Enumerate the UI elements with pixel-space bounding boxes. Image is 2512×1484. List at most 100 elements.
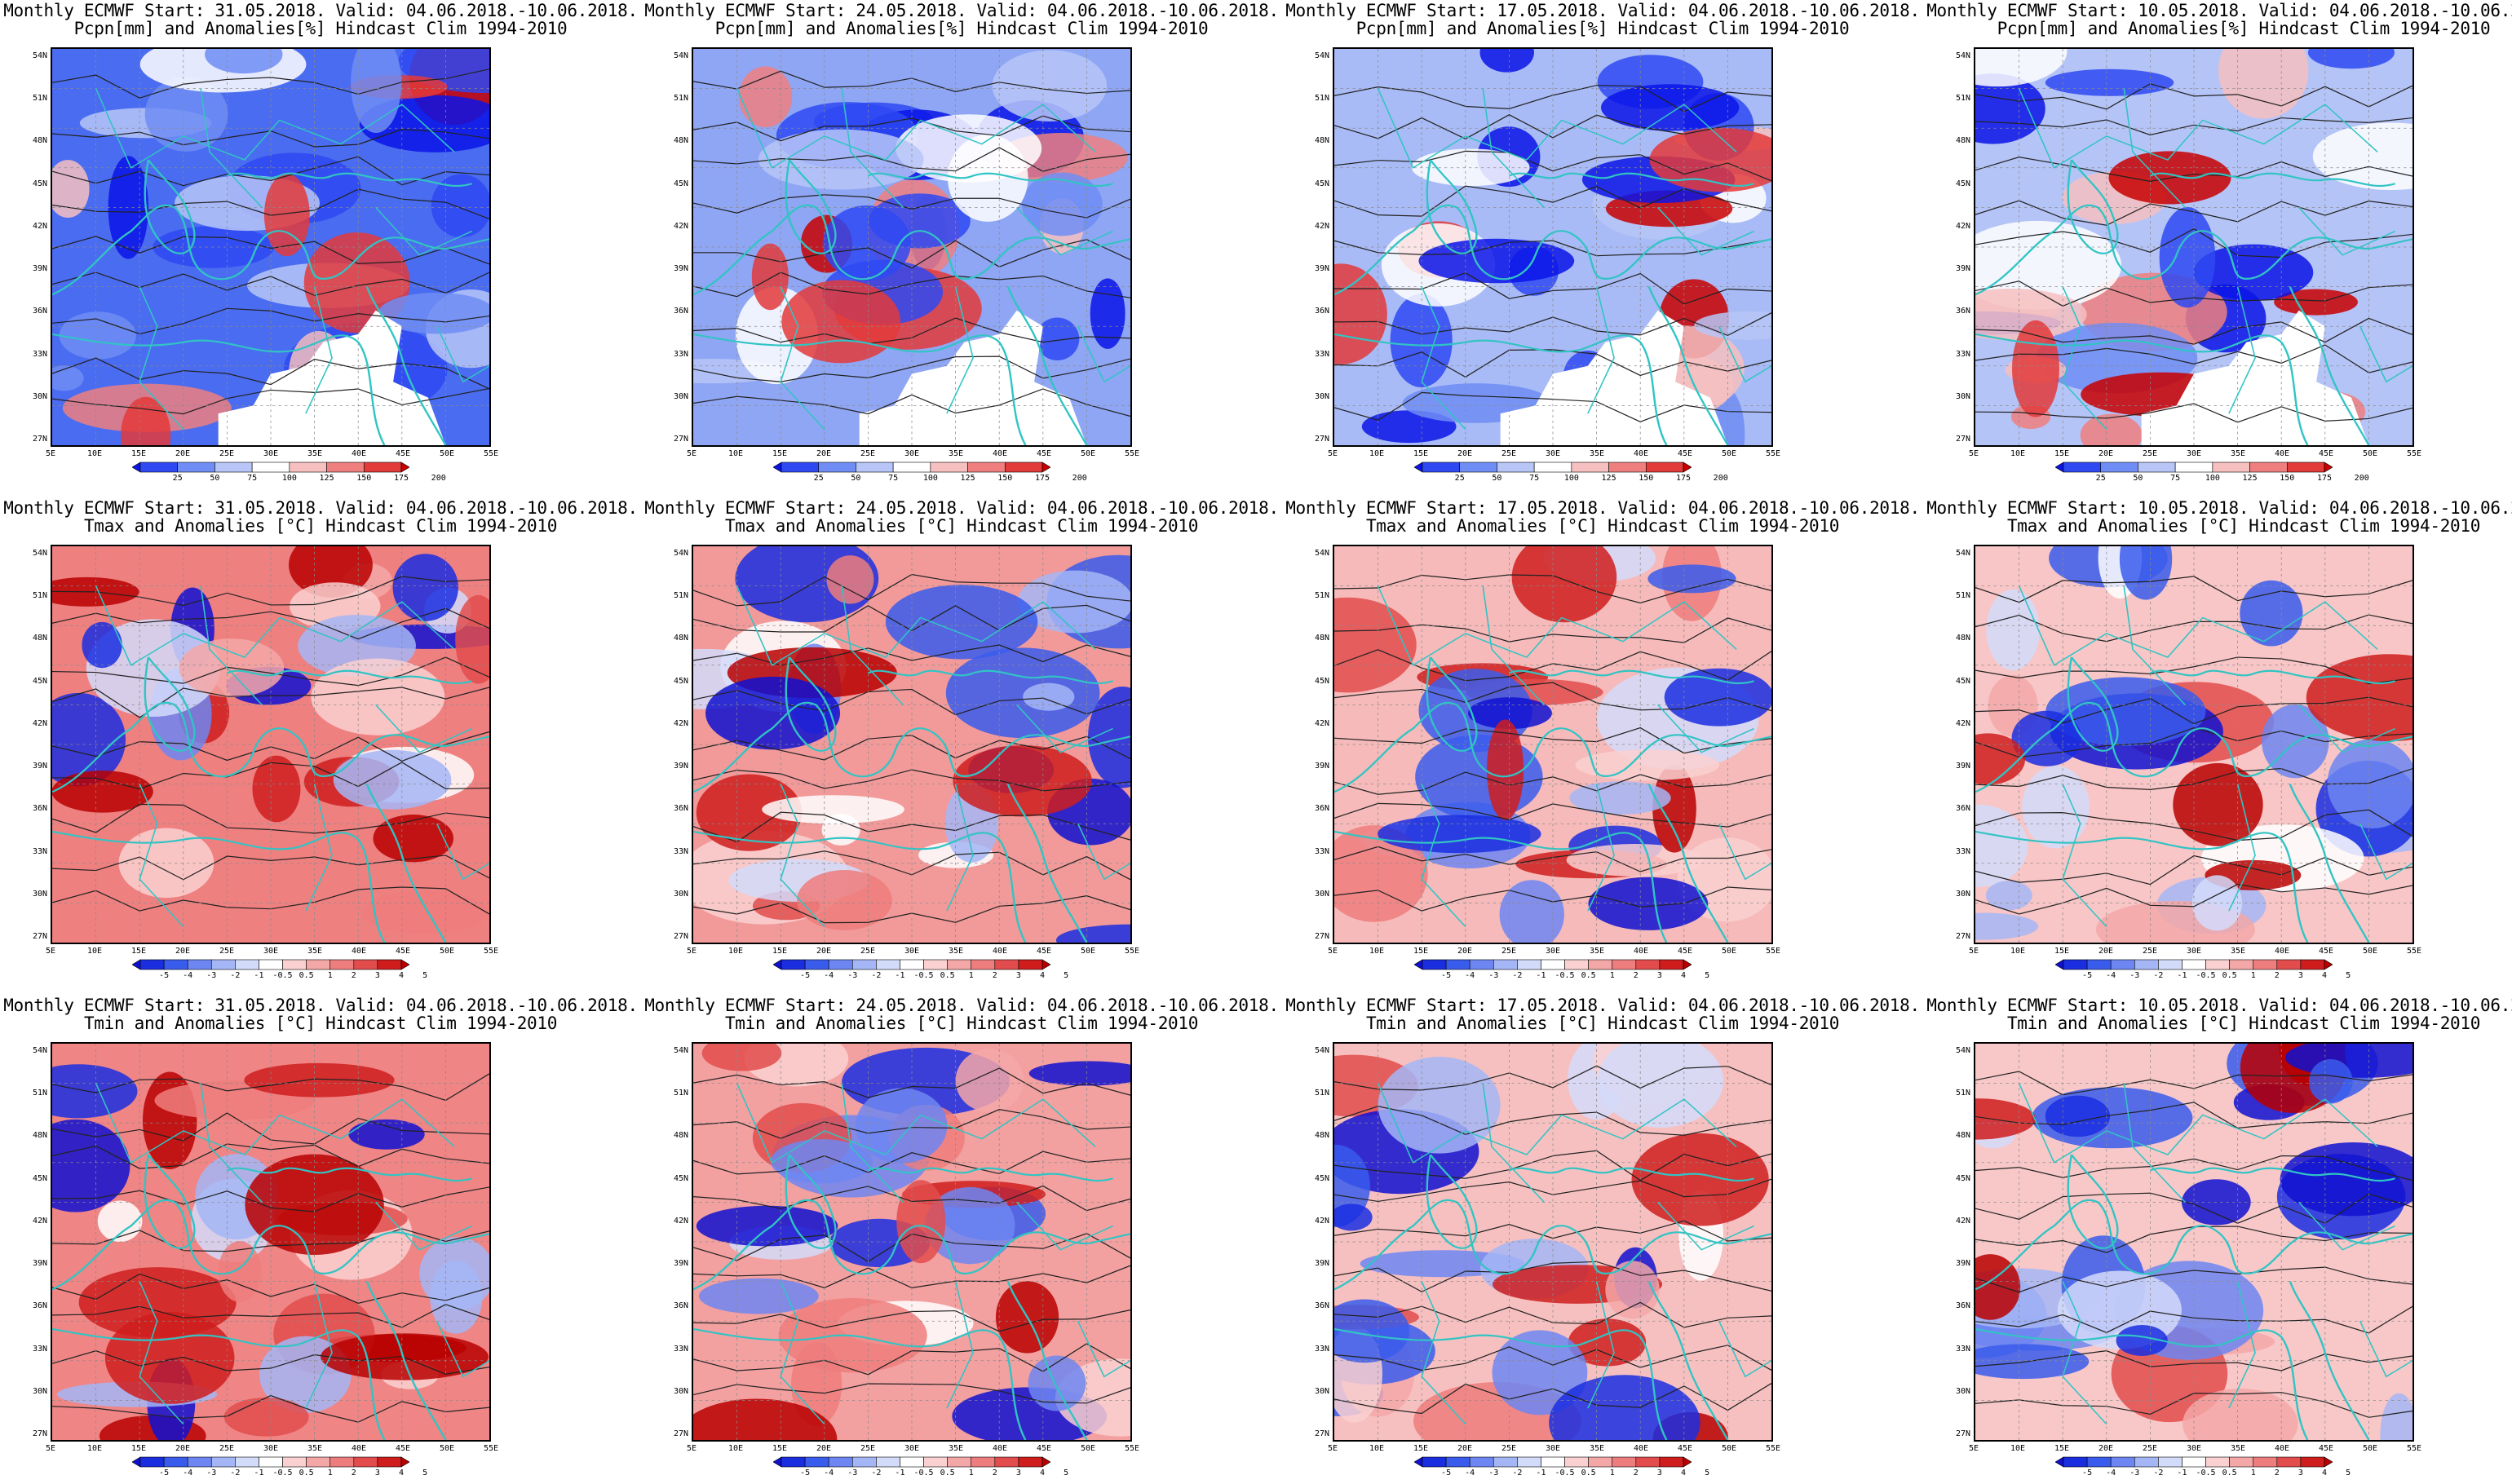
colorbar-label: 5 — [1064, 971, 1069, 980]
colorbar-swatches — [2055, 1456, 2333, 1468]
latitude-label: 54N — [32, 1046, 47, 1055]
latitude-label: 42N — [673, 1216, 688, 1226]
colorbar-swatches — [773, 1456, 1050, 1468]
colorbar-max-arrow — [1683, 462, 1692, 473]
colorbar-label: -2 — [230, 1469, 241, 1477]
colorbar-swatch — [2110, 959, 2135, 970]
coastlines — [52, 1154, 489, 1440]
latitude-label: 33N — [1955, 846, 1970, 856]
latitude-label: 36N — [32, 1301, 47, 1311]
colorbar-label: 1 — [327, 1469, 333, 1477]
longitude-label: 20E — [1457, 1444, 1473, 1453]
colorbar-label: -4 — [2106, 971, 2116, 980]
longitude-label: 30E — [263, 947, 279, 956]
colorbar-swatch — [1422, 462, 1461, 473]
latitude-label: 27N — [1314, 932, 1329, 941]
anomaly-map — [51, 1042, 491, 1442]
colorbar-swatch — [2063, 1456, 2088, 1468]
colorbar-max-arrow — [1683, 959, 1692, 970]
colorbar-swatch — [1588, 959, 1613, 970]
colorbar-swatch — [971, 959, 996, 970]
colorbar: -5 -4 -3 -2 -1 -0.5 0.5 1 2 3 4 5 — [1414, 1456, 1709, 1481]
colorbar-swatch — [329, 959, 355, 970]
latitude-label: 36N — [673, 1301, 688, 1311]
colorbar-label: -0.5 — [1555, 971, 1575, 980]
colorbar-swatch — [2286, 462, 2325, 473]
latitude-label: 45N — [32, 179, 47, 188]
colorbar-swatch — [282, 1456, 307, 1468]
colorbar-label: 4 — [1680, 971, 1687, 980]
colorbar-swatch — [235, 959, 259, 970]
map-canvas — [693, 546, 1130, 943]
colorbar-swatch — [163, 1456, 188, 1468]
latitude-label: 27N — [32, 435, 47, 444]
colorbar-label: 125 — [2242, 474, 2258, 483]
colorbar-swatch — [1564, 1456, 1589, 1468]
colorbar-label: 0.5 — [940, 1469, 955, 1477]
no-data-mask — [2141, 310, 2369, 445]
coastlines — [1334, 656, 1771, 943]
anomaly-map — [51, 47, 491, 447]
coastlines — [1975, 159, 2412, 445]
colorbar-swatch — [2110, 1456, 2135, 1468]
longitude-label: 30E — [263, 449, 279, 458]
latitude-label: 36N — [1314, 307, 1329, 316]
country-borders — [736, 585, 1130, 928]
colorbar-swatch — [1659, 1456, 1684, 1468]
longitude-label: 40E — [992, 1444, 1008, 1453]
latitude-label: 27N — [1955, 435, 1970, 444]
longitude-label: 5E — [45, 947, 56, 956]
latitude-label: 51N — [1314, 591, 1329, 601]
colorbar-swatch — [1445, 1456, 1470, 1468]
latitude-label: 30N — [1314, 889, 1329, 899]
colorbar-label: -5 — [800, 971, 811, 980]
longitude-label: 55E — [1765, 947, 1781, 956]
colorbar-label: -2 — [1512, 971, 1523, 980]
longitude-label: 50E — [2362, 1444, 2378, 1453]
longitude-label: 15E — [1413, 1444, 1429, 1453]
longitude-label: 5E — [1327, 449, 1338, 458]
colorbar-max-arrow — [1042, 462, 1050, 473]
longitude-label: 50E — [2362, 947, 2378, 956]
latitude-label: 48N — [32, 634, 47, 643]
longitude-label: 35E — [948, 1444, 964, 1453]
colorbar-label: 1 — [1609, 1469, 1615, 1477]
colorbar-swatch — [1445, 959, 1470, 970]
map-canvas — [693, 49, 1130, 445]
latitude-label: 54N — [673, 1046, 688, 1055]
latitude-label: 48N — [1314, 136, 1329, 146]
colorbar-label: 50 — [851, 474, 861, 483]
country-borders — [95, 88, 489, 431]
colorbar-swatch — [2134, 1456, 2159, 1468]
coastlines — [1334, 159, 1771, 445]
colorbar: 25 50 75 100 125 150 175 200 — [2055, 462, 2369, 486]
latitude-label: 27N — [1955, 1429, 1970, 1438]
longitude-label: 5E — [1327, 947, 1338, 956]
colorbar-label: -3 — [847, 1469, 858, 1477]
latitude-label: 33N — [32, 846, 47, 856]
latitude-label: 39N — [1955, 762, 1970, 771]
colorbar-swatch — [818, 462, 856, 473]
latitude-label: 33N — [1314, 846, 1329, 856]
map-panel-3-2: Monthly ECMWF Start: 24.05.2018. Valid: … — [641, 995, 1282, 1484]
colorbar-swatch — [2182, 1456, 2206, 1468]
longitude-label: 35E — [2230, 449, 2246, 458]
latitude-label: 33N — [32, 1344, 47, 1354]
anomaly-map — [1974, 545, 2414, 944]
latitude-label: 45N — [673, 179, 688, 188]
longitude-label: 50E — [1721, 449, 1737, 458]
latitude-label: 51N — [1955, 591, 1970, 601]
map-panel-3-1: Monthly ECMWF Start: 31.05.2018. Valid: … — [0, 995, 641, 1484]
latitude-label: 36N — [1955, 804, 1970, 814]
longitude-label: 20E — [2098, 1444, 2114, 1453]
colorbar-swatch — [828, 959, 853, 970]
longitude-label: 55E — [483, 1444, 499, 1453]
longitude-label: 45E — [1677, 449, 1693, 458]
country-borders — [95, 585, 489, 928]
colorbar: 25 50 75 100 125 150 175 200 — [132, 462, 446, 486]
anomaly-map — [1333, 545, 1773, 944]
colorbar-swatch — [259, 1456, 283, 1468]
latitude-label: 30N — [1955, 889, 1970, 899]
longitude-label: 10E — [728, 1444, 744, 1453]
panel-title: Monthly ECMWF Start: 17.05.2018. Valid: … — [1285, 498, 1920, 536]
